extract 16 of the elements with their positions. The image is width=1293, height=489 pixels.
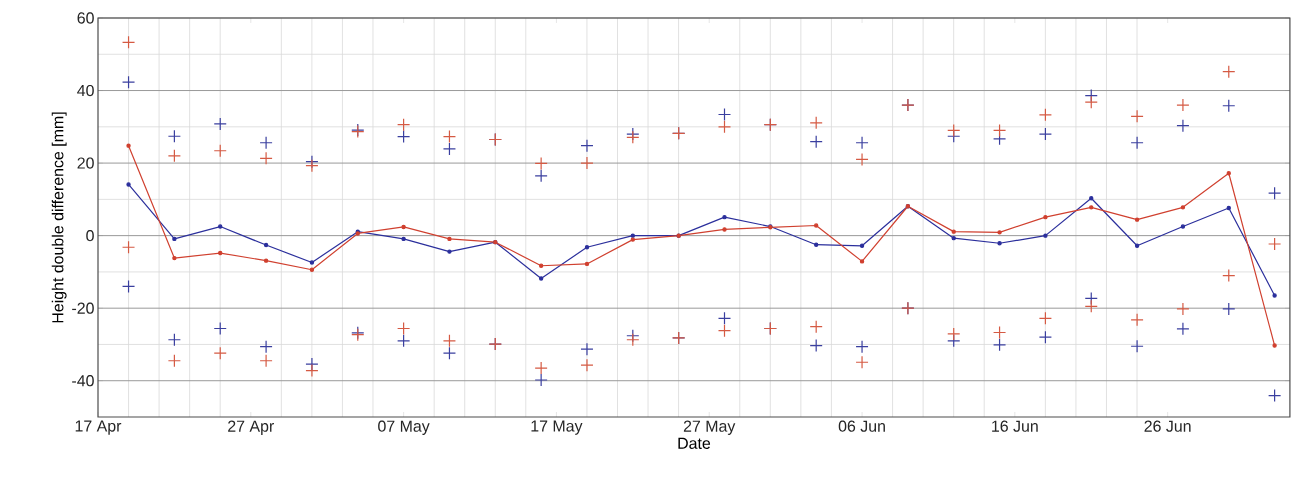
y-tick-label: -20 bbox=[72, 302, 94, 314]
x-tick-label: 06 Jun bbox=[838, 420, 885, 432]
y-tick-label: 20 bbox=[77, 157, 94, 169]
x-axis-title: Date bbox=[678, 437, 711, 449]
x-tick-label: 27 Apr bbox=[228, 420, 274, 435]
x-tick-label: 17 May bbox=[531, 420, 583, 435]
y-axis-title: Height double difference [mm] bbox=[51, 112, 67, 323]
y-tick-label: -40 bbox=[72, 375, 94, 387]
x-tick-label: 07 May bbox=[378, 420, 430, 435]
x-tick-label: 17 Apr bbox=[75, 420, 122, 435]
y-tick-label: 0 bbox=[86, 229, 94, 242]
y-tick-label: 40 bbox=[77, 84, 94, 97]
x-tick-label: 16 Jun bbox=[992, 420, 1038, 432]
x-tick-label: 27 May bbox=[683, 420, 736, 435]
y-tick-label: 60 bbox=[77, 12, 94, 24]
x-tick-label: 26 Jun bbox=[1144, 420, 1191, 432]
